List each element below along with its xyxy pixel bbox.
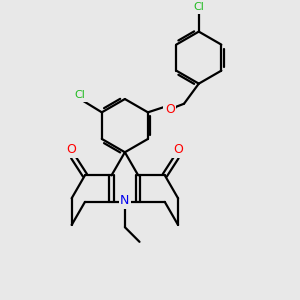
Text: N: N — [120, 194, 130, 207]
Text: Cl: Cl — [74, 90, 86, 100]
Text: Cl: Cl — [194, 2, 204, 12]
Text: O: O — [173, 143, 183, 156]
Text: O: O — [165, 103, 175, 116]
Text: O: O — [66, 143, 76, 156]
